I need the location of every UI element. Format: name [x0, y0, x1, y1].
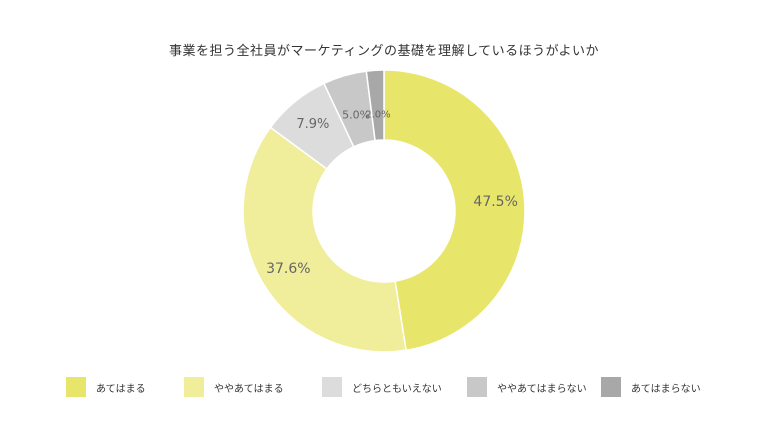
legend-swatch-4: [467, 377, 487, 397]
legend: あてはまる ややあてはまる どちらともいえない ややあてはまらない あてはまらな…: [66, 377, 746, 401]
slice-label-5: 2.0%: [365, 110, 390, 121]
legend-swatch-5: [601, 377, 621, 397]
legend-item-1: あてはまる: [66, 377, 146, 397]
legend-swatch-2: [184, 377, 204, 397]
chart-title: 事業を担う全社員がマーケティングの基礎を理解しているほうがよいか: [169, 44, 599, 59]
donut-slice-1: [383, 69, 526, 352]
legend-label-5: あてはまらない: [631, 383, 701, 395]
slice-label-1: 47.5%: [473, 194, 517, 210]
legend-label-1: あてはまる: [96, 383, 146, 395]
donut-slice-2: [242, 126, 407, 353]
legend-swatch-3: [322, 377, 342, 397]
slice-label-2: 37.6%: [266, 261, 310, 277]
legend-label-3: どちらともいえない: [352, 383, 442, 395]
legend-label-4: ややあてはまらない: [497, 383, 587, 395]
donut-slice-5: [365, 69, 385, 142]
legend-item-2: ややあてはまる: [184, 377, 284, 397]
slice-label-4: 5.0%: [342, 108, 370, 121]
legend-item-5: あてはまらない: [601, 377, 701, 397]
legend-swatch-1: [66, 377, 86, 397]
legend-label-2: ややあてはまる: [214, 383, 284, 395]
legend-item-3: どちらともいえない: [322, 377, 442, 397]
slice-label-3: 7.9%: [296, 117, 329, 132]
legend-item-4: ややあてはまらない: [467, 377, 587, 397]
